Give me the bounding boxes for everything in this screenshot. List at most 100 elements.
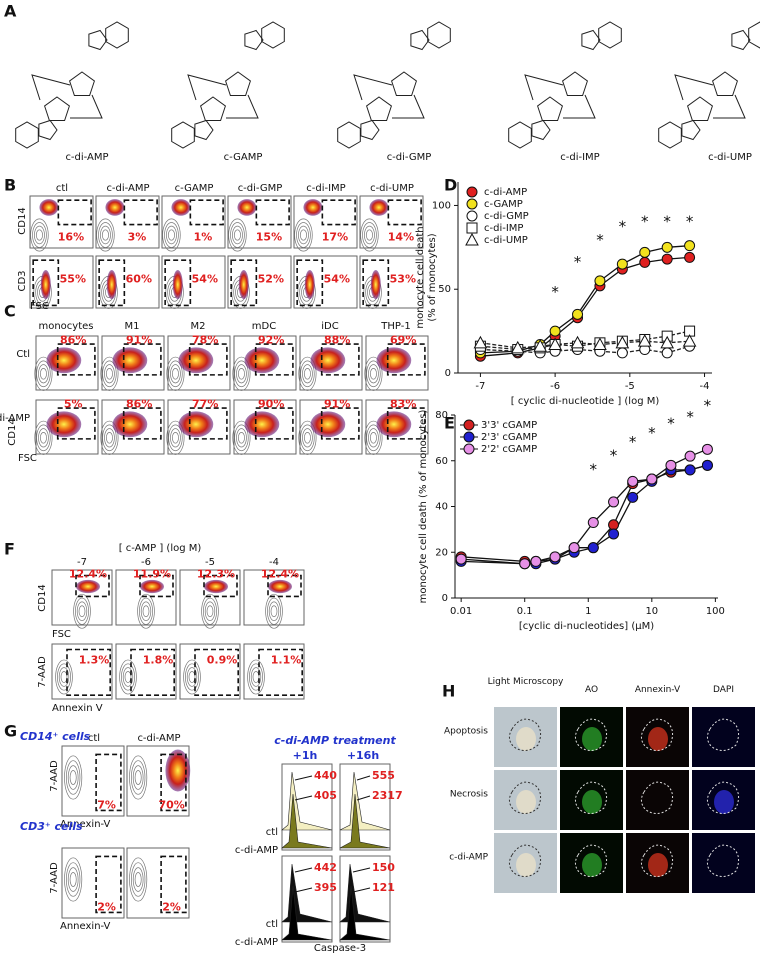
contour [267,597,281,625]
marker [639,256,651,268]
contour [366,424,381,452]
row-label: c-di-AMP [449,853,488,863]
phosphate-bond [31,74,103,119]
contour [69,872,77,887]
column-label: iDC [321,321,338,332]
contour [366,360,381,388]
column-label: mDC [252,321,276,332]
contour [65,862,81,897]
gate [160,855,187,914]
x-axis-label: [ cyclic di-nucleotide ] (log M) [511,396,660,407]
density [76,579,100,594]
base-ring [337,121,361,149]
contour [236,428,247,448]
cell-stain [714,790,734,814]
marker [665,459,677,471]
gate [98,259,126,307]
contour [166,420,185,455]
structure [337,21,451,149]
sugar-ring [200,96,226,121]
row-label: c-di-AMP [0,413,30,424]
base-ring [194,119,214,141]
cell-outline [640,781,674,814]
marker [701,459,713,471]
contour [121,663,135,691]
gate [56,343,96,376]
marker [684,450,696,462]
column-header: Light Microscopy [488,677,564,687]
contour [249,663,263,691]
density [112,347,148,374]
marker [510,340,525,354]
flow-plot [115,643,177,700]
panel-letter: G [4,722,17,741]
gate-percent: 55% [60,272,86,285]
contour [167,229,175,241]
significance: * [641,213,649,231]
contour [364,225,375,245]
group-title: CD3⁺ cells [20,820,83,833]
hist-value: 2317 [372,789,403,802]
panel-letter: D [444,176,457,195]
y-tick-label: 40 [435,502,448,513]
contour [57,663,71,691]
structure [508,21,622,149]
column-label: monocytes [38,321,93,332]
flow-plot [227,255,292,309]
column-label: -5 [205,557,215,568]
contour [268,601,280,621]
contour [365,229,373,241]
contour [64,755,83,800]
significance: * [648,424,656,442]
contour [104,428,115,448]
gate [230,259,258,307]
gate-percent: 1.1% [271,654,302,667]
contour [134,872,142,887]
x-axis-label: Annexin-V [60,921,111,932]
legend-label: 3'3' cGAMP [481,420,537,431]
contour [30,218,49,252]
column-header: Annexin-V [635,685,680,695]
contour [230,222,245,248]
gate-percent: 3% [128,231,147,244]
base-ring [171,121,195,149]
cell-stain [582,727,602,751]
density [178,347,214,374]
contour [302,428,313,448]
sugar-ring [366,96,392,121]
gate [386,343,426,376]
pointer [294,867,313,873]
marker [682,334,697,347]
density [204,579,228,594]
y-axis-label: 7-AAD [37,656,48,688]
contour [124,671,132,683]
contour [185,663,199,691]
structure [15,21,129,149]
marker [684,464,696,476]
structure-label: c-di-AMP [65,152,108,163]
time-label: +16h [347,749,379,762]
density [39,199,59,216]
density [237,199,257,216]
legend-label: c-di-AMP [484,187,527,198]
contour [102,360,117,388]
flow-plot [61,745,125,817]
significance: * [590,460,598,478]
gate-percent: 1.8% [143,654,174,667]
contour [171,368,179,380]
panel-letter: H [442,682,455,701]
histogram [339,885,391,941]
pointer [356,775,371,781]
gate-percent: 86% [60,333,86,346]
gate-percent: 60% [126,272,152,285]
x-axis-label: [cyclic di-nucleotides] (µM) [519,621,654,632]
column-label: -7 [77,557,87,568]
cell-stain [516,727,536,751]
density [244,347,280,374]
contour [64,857,83,902]
gate [203,574,238,598]
contour [100,225,111,245]
contour [299,229,307,241]
gate-percent: 92% [258,333,284,346]
gate [320,343,360,376]
